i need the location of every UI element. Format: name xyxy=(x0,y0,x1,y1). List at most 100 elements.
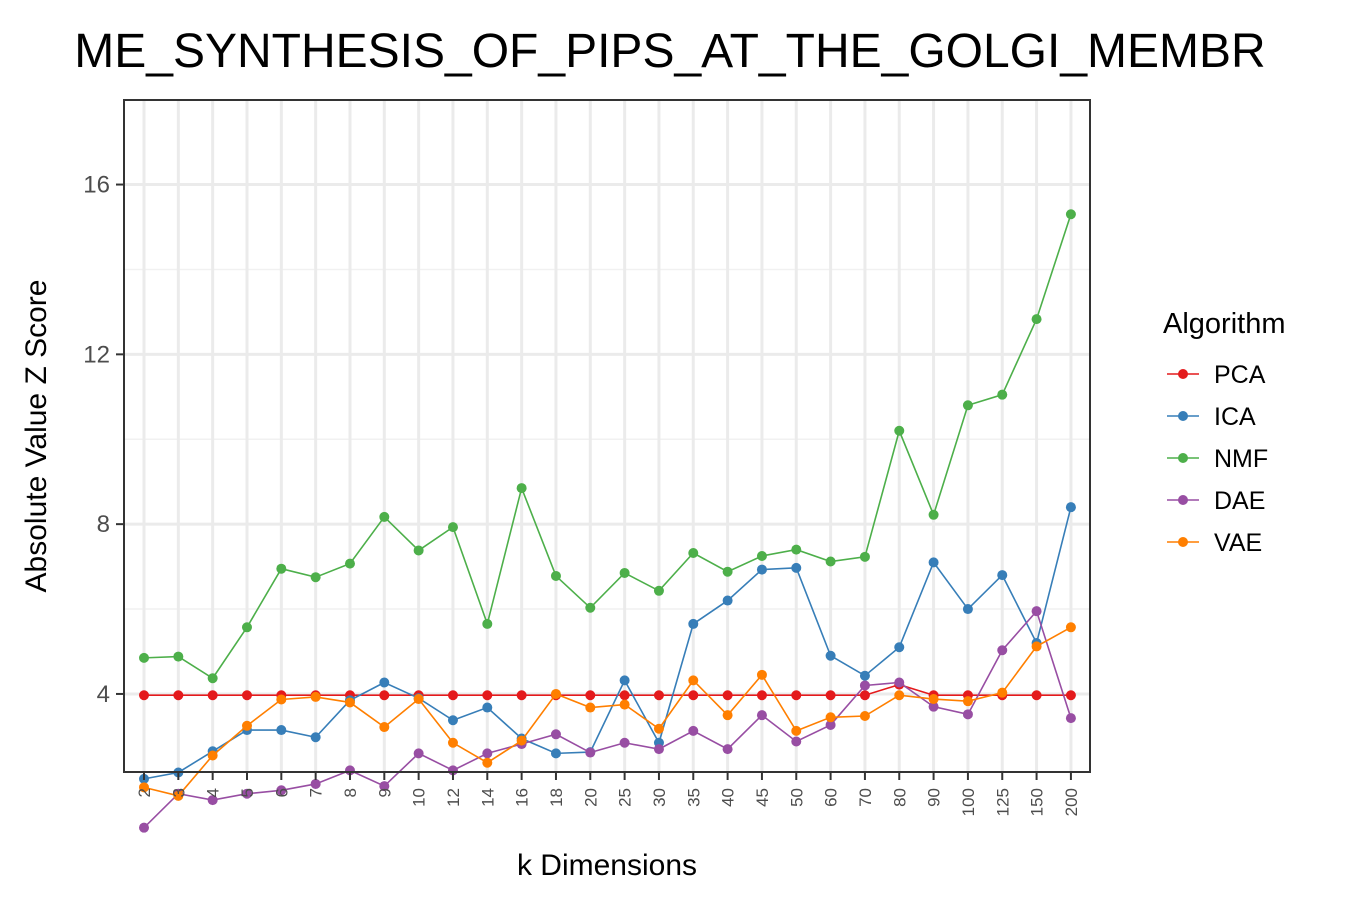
data-point-nmf xyxy=(653,585,664,596)
data-point-vae xyxy=(139,782,149,793)
chart-title: ME_SYNTHESIS_OF_PIPS_AT_THE_GOLGI_MEMBR xyxy=(74,25,1265,78)
legend-key-point xyxy=(1178,495,1188,505)
series-line-vae xyxy=(143,626,1072,797)
x-tick-label: 6 xyxy=(272,788,291,797)
data-point-ica xyxy=(756,564,767,575)
data-point-nmf xyxy=(997,389,1008,400)
data-point-nmf xyxy=(859,551,870,562)
data-point-vae xyxy=(997,687,1008,698)
data-point-vae xyxy=(962,696,973,707)
data-point-nmf xyxy=(379,511,390,522)
data-point-dae xyxy=(825,719,836,730)
grid-lines xyxy=(124,100,1090,772)
data-point-dae xyxy=(207,795,218,806)
x-tick-label: 16 xyxy=(513,788,532,807)
data-point-ica xyxy=(997,570,1008,581)
data-point-dae xyxy=(1031,606,1042,617)
data-point-nmf xyxy=(482,618,493,629)
series-line-nmf xyxy=(143,214,1072,680)
data-point-ica xyxy=(928,557,939,568)
data-point-pca xyxy=(173,690,184,701)
data-point-dae xyxy=(482,748,493,759)
data-point-dae xyxy=(276,785,287,796)
x-axis-title: k Dimensions xyxy=(517,849,697,882)
x-tick-label: 20 xyxy=(581,788,600,807)
data-point-vae xyxy=(1031,641,1042,652)
data-point-vae xyxy=(482,757,493,768)
data-point-vae xyxy=(173,790,184,801)
x-tick-label: 80 xyxy=(890,788,909,807)
legend-item-pca: PCA xyxy=(1167,361,1266,389)
data-point-dae xyxy=(997,645,1008,656)
data-point-pca xyxy=(482,690,493,701)
data-point-vae xyxy=(894,690,905,701)
data-point-pca xyxy=(207,690,218,701)
legend-item-dae: DAE xyxy=(1167,487,1265,515)
data-point-vae xyxy=(207,750,218,761)
x-tick-label: 200 xyxy=(1062,788,1081,816)
data-point-vae xyxy=(1065,622,1076,633)
x-tick-label: 30 xyxy=(650,788,669,807)
legend-key-point xyxy=(1178,411,1188,421)
data-point-dae xyxy=(413,748,424,759)
data-point-vae xyxy=(413,694,424,705)
data-point-vae xyxy=(516,735,527,746)
x-tick-label: 70 xyxy=(856,788,875,807)
data-point-ica xyxy=(619,675,630,686)
data-point-nmf xyxy=(550,570,561,581)
data-point-dae xyxy=(859,680,870,691)
y-tick-label: 8 xyxy=(97,511,110,538)
x-tick-label: 8 xyxy=(341,788,360,797)
data-point-dae xyxy=(139,822,149,833)
data-point-ica xyxy=(550,748,561,759)
legend-label-vae: VAE xyxy=(1214,529,1262,557)
data-point-pca xyxy=(241,690,252,701)
data-point-vae xyxy=(722,710,733,721)
data-point-nmf xyxy=(1065,209,1076,220)
x-tick-label: 10 xyxy=(410,788,429,807)
data-point-nmf xyxy=(516,483,527,494)
data-point-dae xyxy=(653,744,664,755)
legend-title: Algorithm xyxy=(1163,308,1286,340)
x-tick-label: 150 xyxy=(1028,788,1047,816)
plot-border xyxy=(123,99,1091,773)
data-point-pca xyxy=(585,690,596,701)
data-point-dae xyxy=(894,677,905,688)
x-tick-label: 25 xyxy=(616,788,635,807)
x-tick-label: 18 xyxy=(547,788,566,807)
data-point-dae xyxy=(241,788,252,799)
data-point-nmf xyxy=(928,509,939,520)
x-tick-label: 9 xyxy=(375,788,394,797)
data-point-pca xyxy=(825,690,836,701)
y-tick-label: 12 xyxy=(83,341,110,368)
x-tick-label: 90 xyxy=(925,788,944,807)
data-point-vae xyxy=(756,669,767,680)
data-point-vae xyxy=(550,688,561,699)
y-axis-title: Absolute Value Z Score xyxy=(20,280,53,593)
data-point-ica xyxy=(379,677,390,688)
data-point-nmf xyxy=(619,567,630,578)
data-point-dae xyxy=(791,736,802,747)
legend-label-dae: DAE xyxy=(1214,487,1265,515)
legend-key-point xyxy=(1178,369,1188,379)
data-point-vae xyxy=(928,694,939,705)
data-point-nmf xyxy=(310,572,321,583)
data-point-pca xyxy=(688,690,699,701)
data-point-pca xyxy=(722,690,733,701)
data-point-ica xyxy=(276,725,287,736)
data-point-nmf xyxy=(447,522,458,533)
data-point-nmf xyxy=(139,652,149,663)
data-point-dae xyxy=(310,778,321,789)
data-point-dae xyxy=(619,737,630,748)
data-point-ica xyxy=(688,618,699,629)
data-point-pca xyxy=(791,690,802,701)
plot-background xyxy=(124,100,1090,772)
data-point-dae xyxy=(379,781,390,792)
data-point-vae xyxy=(310,691,321,702)
data-point-dae xyxy=(928,701,939,712)
data-point-ica xyxy=(825,650,836,661)
data-point-nmf xyxy=(585,602,596,613)
legend-label-pca: PCA xyxy=(1214,361,1266,389)
x-tick-label: 60 xyxy=(822,788,841,807)
